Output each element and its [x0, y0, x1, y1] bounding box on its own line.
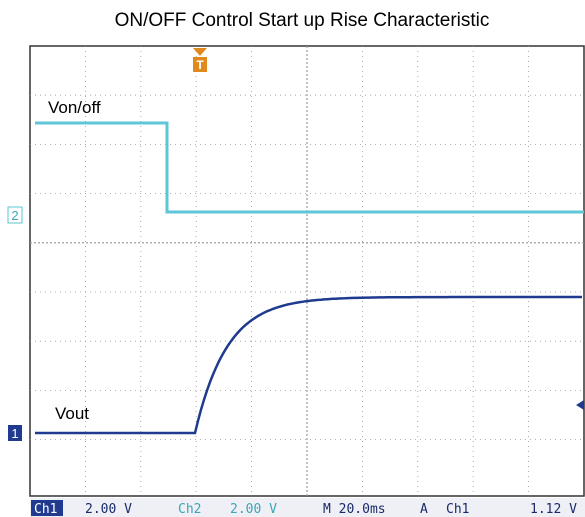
status-ch2: Ch2: [178, 502, 201, 517]
trace-label: Vout: [55, 404, 89, 423]
status-timebase: M 20.0ms: [323, 502, 386, 517]
status-trigger-source: Ch1: [446, 502, 469, 517]
status-ch2-scale: 2.00 V: [230, 502, 277, 517]
ch2-marker: 2: [11, 208, 18, 223]
scope-screenshot: ON/OFF Control Start up Rise Characteris…: [0, 0, 585, 517]
status-ch1: Ch1: [34, 502, 57, 517]
status-trigger-mode: A: [420, 502, 428, 517]
title: ON/OFF Control Start up Rise Characteris…: [115, 10, 490, 31]
status-ch1-scale: 2.00 V: [85, 502, 132, 517]
trace-label: Von/off: [48, 98, 101, 117]
trigger-marker: T: [196, 58, 204, 72]
status-trigger-level: 1.12 V: [530, 502, 577, 517]
page: {"title":"ON/OFF Control Start up Rise C…: [0, 0, 585, 517]
ch1-marker: 1: [11, 426, 18, 441]
